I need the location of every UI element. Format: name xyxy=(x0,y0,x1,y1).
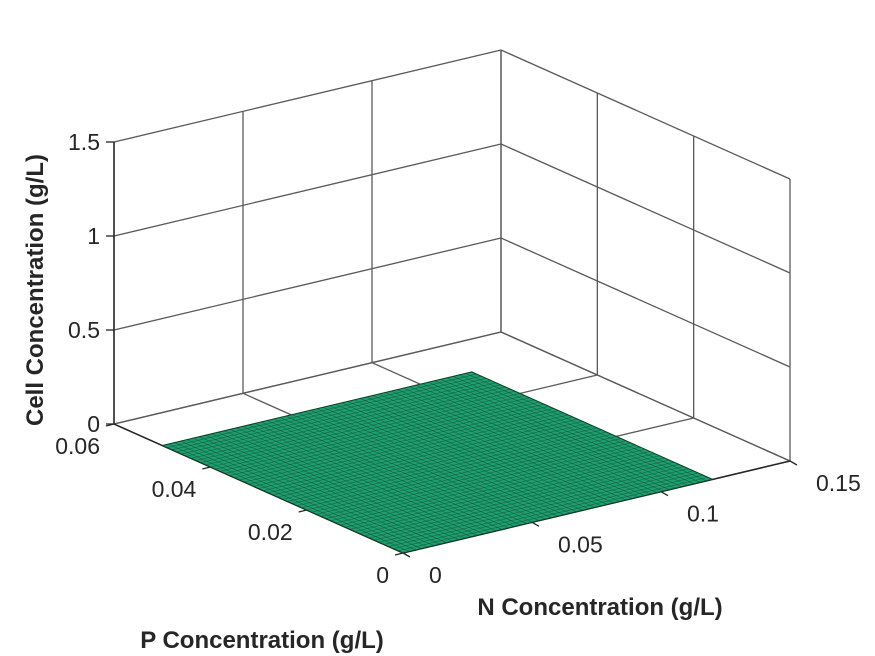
gridline-side-z xyxy=(500,143,791,274)
surface-mesh-line xyxy=(176,378,487,453)
surface-mesh-line xyxy=(378,393,620,502)
surface-mesh-line xyxy=(384,392,627,501)
z-axis-label: Cell Concentration (g/L) xyxy=(22,154,49,426)
surface-mesh-line xyxy=(366,396,608,505)
surface-mesh-line xyxy=(219,397,530,472)
surface-mesh-line xyxy=(459,374,701,483)
surface-mesh-line xyxy=(190,384,501,459)
surface-mesh-line xyxy=(341,402,583,511)
x-tick-label: 0 xyxy=(429,562,442,588)
y-tick-label: 0 xyxy=(376,562,389,588)
x-tick-mark xyxy=(402,552,411,558)
surface-mesh-line xyxy=(186,382,496,457)
surface-mesh-line xyxy=(234,403,545,479)
surface-mesh-line xyxy=(205,390,516,466)
surface-mesh-line xyxy=(263,416,573,491)
surface-mesh-line xyxy=(353,399,596,508)
gridline-side-z xyxy=(500,237,791,368)
gridline-back-z xyxy=(113,237,502,331)
surface-mesh-line xyxy=(465,373,707,482)
surface-mesh-line xyxy=(323,406,565,516)
surface-mesh-line xyxy=(415,384,657,493)
surface-mesh-line xyxy=(210,393,521,468)
surface-mesh-line xyxy=(329,405,571,514)
surface-mesh-line xyxy=(181,380,492,455)
surface-mesh-line xyxy=(335,404,577,513)
x-tick-label: 0.05 xyxy=(558,531,603,557)
y-tick-mark xyxy=(298,509,307,513)
y-axis-label: P Concentration (g/L) xyxy=(140,627,384,654)
y-tick-label: 0.04 xyxy=(152,476,197,502)
surface-mesh-line xyxy=(200,388,511,463)
surface-mesh-line xyxy=(268,418,578,494)
x-tick-label: 0.15 xyxy=(816,470,861,496)
gridline-back-z xyxy=(113,49,502,143)
surface-mesh-line xyxy=(253,412,564,487)
surface-mesh-line xyxy=(195,386,506,461)
gridline-back-z xyxy=(113,143,502,237)
y-tick-label: 0.02 xyxy=(248,519,293,545)
x-tick-mark xyxy=(789,460,798,466)
z-tick-label: 0 xyxy=(87,411,100,437)
surface-mesh-line xyxy=(440,378,682,488)
surface-mesh-line xyxy=(360,398,602,507)
surface-mesh-line xyxy=(403,387,645,496)
surface-mesh-line xyxy=(277,423,588,498)
y-tick-mark xyxy=(394,552,404,556)
z-tick-label: 1.5 xyxy=(68,129,100,155)
surface-mesh-line xyxy=(446,377,688,486)
surface-mesh-line xyxy=(243,408,554,483)
surface-mesh-line xyxy=(272,421,583,496)
surface-mesh-line xyxy=(224,399,535,474)
surface-mesh-line xyxy=(397,389,639,498)
surface-mesh-line xyxy=(215,395,525,470)
surface-mesh-line xyxy=(347,401,589,510)
surface-mesh-line xyxy=(239,406,549,481)
gridline-floor-x xyxy=(500,331,791,462)
surface-mesh-line xyxy=(258,414,569,489)
surface-mesh-line xyxy=(453,376,695,485)
x-axis-label: N Concentration (g/L) xyxy=(477,594,722,621)
x-tick-mark xyxy=(660,491,669,497)
surface-mesh-line xyxy=(282,425,593,500)
y-tick-label: 0.06 xyxy=(55,433,100,459)
surface-mesh-line xyxy=(166,373,477,448)
surface-mesh-line xyxy=(422,383,664,492)
surface-mesh-line xyxy=(372,395,614,504)
y-tick-mark xyxy=(202,466,211,470)
surface-plot xyxy=(160,371,715,554)
gridline-side-z xyxy=(500,49,791,180)
surface-mesh-line xyxy=(409,386,651,495)
z-tick-label: 0.5 xyxy=(68,317,100,343)
z-tick-label: 1 xyxy=(87,223,100,249)
x-tick-mark xyxy=(531,521,540,527)
surface-mesh-line xyxy=(391,390,633,499)
surface-mesh-line xyxy=(229,401,540,476)
x-tick-label: 0.1 xyxy=(687,501,719,527)
gridline-floor-y xyxy=(113,331,502,425)
surface-mesh-line xyxy=(428,381,670,490)
surface-mesh-line xyxy=(434,380,676,489)
surface-mesh-line xyxy=(171,375,482,451)
surface-mesh-line xyxy=(248,410,559,485)
